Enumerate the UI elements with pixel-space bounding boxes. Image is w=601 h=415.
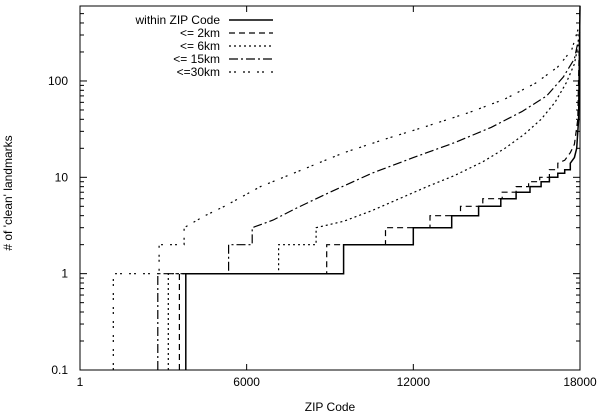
legend-label: within ZIP Code <box>135 13 221 27</box>
series-line-4 <box>157 32 581 370</box>
legend-label: <= 2km <box>180 26 220 40</box>
series-line-3 <box>167 28 581 370</box>
series-line-5 <box>112 22 581 370</box>
y-axis-ticks: 0.1 1 10 100 <box>48 5 580 377</box>
x-tick-label: 1 <box>77 375 84 389</box>
y-axis-label: # of 'clean' landmarks <box>1 135 15 250</box>
series-line-2 <box>178 5 581 370</box>
x-tick-label: 18000 <box>563 375 597 389</box>
legend-label: <=30km <box>177 65 220 79</box>
y-tick-label: 0.1 <box>51 363 68 377</box>
x-axis-ticks: 1 6000 12000 18000 <box>77 6 597 389</box>
y-tick-label: 10 <box>55 170 69 184</box>
x-tick-label: 6000 <box>233 375 260 389</box>
y-tick-label: 100 <box>48 74 68 88</box>
series-lines <box>112 5 581 370</box>
plot-frame <box>79 5 581 371</box>
legend-label: <= 6km <box>180 39 220 53</box>
series-line-1 <box>185 5 581 370</box>
legend: within ZIP Code<= 2km<= 6km<= 15km<=30km <box>135 13 273 79</box>
x-tick-label: 12000 <box>397 375 431 389</box>
x-axis-label: ZIP Code <box>305 400 356 414</box>
y-tick-label: 1 <box>61 267 68 281</box>
legend-label: <= 15km <box>173 52 220 66</box>
